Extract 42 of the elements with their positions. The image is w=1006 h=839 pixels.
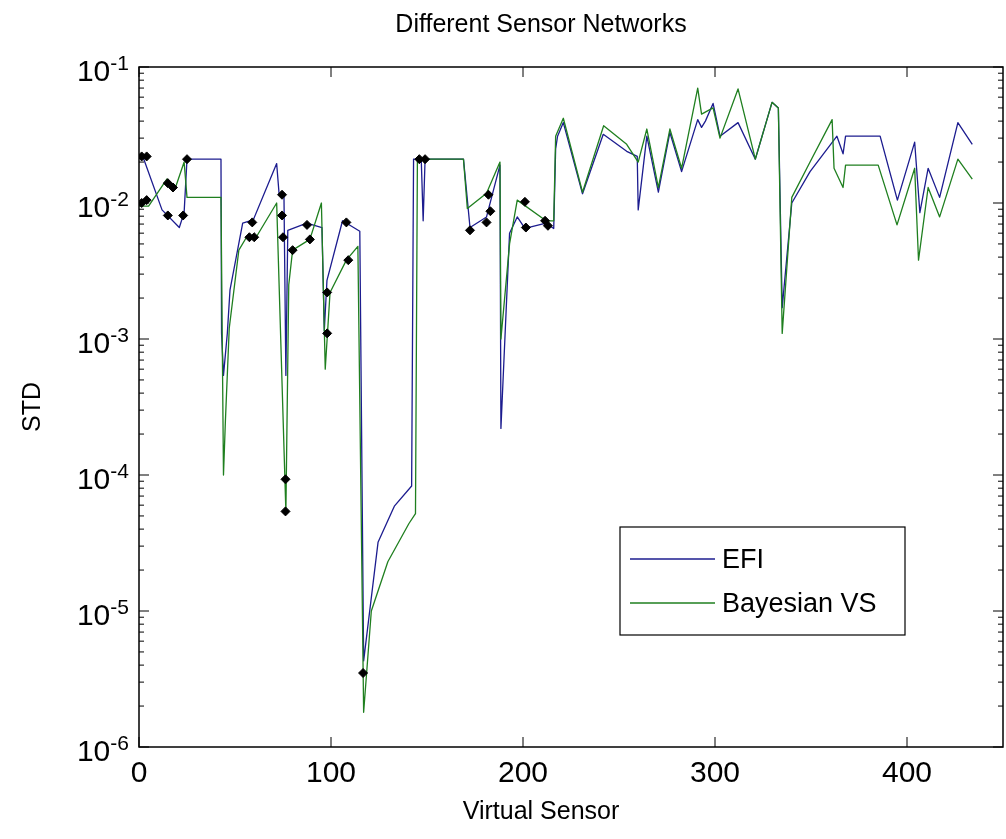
x-tick-label: 100: [305, 755, 357, 788]
point: [162, 210, 173, 221]
point: [304, 234, 315, 245]
point: [280, 506, 291, 517]
legend-label: EFI: [722, 544, 765, 574]
point: [287, 245, 298, 256]
point: [322, 328, 333, 339]
point: [280, 474, 291, 485]
x-tick-label: 0: [130, 755, 148, 788]
point: [162, 178, 173, 189]
y-tick-label: 10$^{-5}$: [76, 594, 129, 631]
x-tick-label: 400: [881, 755, 933, 788]
point: [302, 219, 312, 230]
point: [519, 196, 530, 207]
point: [520, 222, 531, 233]
point: [182, 154, 192, 165]
point: [322, 287, 333, 298]
y-axis-title: STD: [17, 382, 45, 432]
y-tick-label: 10$^{-2}$: [76, 186, 129, 223]
point: [465, 225, 476, 236]
point: [481, 217, 492, 228]
y-tick-label: 10$^{-3}$: [76, 322, 129, 359]
point: [341, 217, 352, 228]
point: [277, 189, 288, 200]
legend-label: Bayesian VS: [722, 588, 877, 618]
x-tick-label: 300: [689, 755, 741, 788]
point: [178, 210, 189, 221]
chart-title: Different Sensor Networks: [395, 9, 687, 37]
x-axis-title: Virtual Sensor: [462, 796, 620, 824]
y-tick-label: 10$^{-4}$: [76, 458, 130, 495]
point: [167, 182, 178, 193]
x-tick-label: 200: [497, 755, 549, 788]
y-tick-label: 10$^{-1}$: [76, 50, 129, 87]
point: [542, 220, 553, 231]
point: [485, 206, 496, 217]
point: [247, 217, 258, 228]
y-tick-label: 10$^{-6}$: [76, 730, 129, 767]
point: [277, 210, 288, 221]
point: [483, 189, 494, 200]
point: [343, 255, 354, 266]
point: [278, 232, 288, 243]
point: [358, 668, 369, 679]
